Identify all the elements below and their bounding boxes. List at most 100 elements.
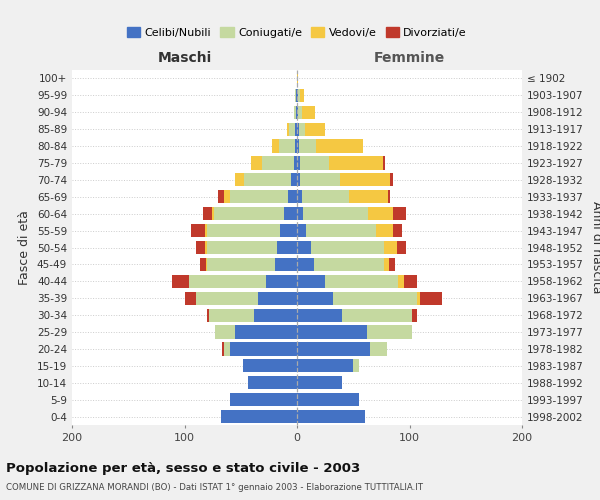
Bar bbox=[206, 258, 207, 271]
Bar bbox=[218, 190, 224, 203]
Bar bbox=[305, 122, 325, 136]
Bar bbox=[297, 258, 314, 271]
Bar bbox=[297, 224, 306, 237]
Bar bbox=[392, 207, 406, 220]
Bar bbox=[275, 258, 297, 271]
Bar bbox=[301, 89, 304, 102]
Bar bbox=[203, 207, 212, 220]
Bar bbox=[185, 292, 196, 305]
Bar bbox=[383, 156, 385, 170]
Bar bbox=[325, 274, 398, 288]
Bar bbox=[265, 274, 297, 288]
Bar bbox=[297, 140, 299, 152]
Bar bbox=[398, 274, 404, 288]
Bar bbox=[288, 190, 297, 203]
Bar bbox=[302, 190, 349, 203]
Bar bbox=[262, 156, 293, 170]
Bar bbox=[207, 241, 277, 254]
Text: Maschi: Maschi bbox=[157, 51, 212, 65]
Bar bbox=[209, 308, 254, 322]
Bar bbox=[419, 292, 442, 305]
Bar bbox=[287, 122, 289, 136]
Bar bbox=[289, 122, 295, 136]
Bar bbox=[295, 89, 296, 102]
Bar bbox=[306, 224, 376, 237]
Bar bbox=[296, 106, 297, 119]
Bar bbox=[251, 156, 262, 170]
Bar bbox=[353, 359, 359, 372]
Bar bbox=[311, 241, 383, 254]
Bar bbox=[383, 258, 389, 271]
Y-axis label: Fasce di età: Fasce di età bbox=[19, 210, 31, 285]
Bar bbox=[212, 207, 214, 220]
Bar bbox=[229, 342, 297, 355]
Bar bbox=[296, 89, 297, 102]
Bar bbox=[205, 241, 207, 254]
Bar bbox=[297, 207, 302, 220]
Bar bbox=[302, 106, 315, 119]
Bar bbox=[383, 241, 397, 254]
Bar bbox=[367, 326, 412, 338]
Bar bbox=[297, 72, 298, 85]
Bar bbox=[297, 122, 299, 136]
Bar bbox=[221, 342, 224, 355]
Bar bbox=[272, 140, 279, 152]
Bar bbox=[235, 326, 297, 338]
Bar bbox=[295, 122, 297, 136]
Bar bbox=[301, 156, 329, 170]
Bar bbox=[368, 207, 392, 220]
Bar bbox=[284, 207, 297, 220]
Bar bbox=[397, 241, 406, 254]
Bar bbox=[297, 410, 365, 423]
Bar bbox=[297, 292, 333, 305]
Bar bbox=[333, 292, 418, 305]
Bar bbox=[297, 393, 359, 406]
Bar bbox=[295, 140, 297, 152]
Bar bbox=[207, 308, 209, 322]
Bar bbox=[277, 241, 297, 254]
Bar bbox=[412, 308, 418, 322]
Bar bbox=[299, 122, 305, 136]
Bar bbox=[376, 224, 392, 237]
Bar bbox=[297, 326, 367, 338]
Text: Femmine: Femmine bbox=[374, 51, 445, 65]
Bar bbox=[297, 190, 302, 203]
Text: Popolazione per età, sesso e stato civile - 2003: Popolazione per età, sesso e stato civil… bbox=[6, 462, 360, 475]
Bar bbox=[314, 258, 383, 271]
Bar bbox=[302, 207, 368, 220]
Bar bbox=[229, 190, 288, 203]
Bar bbox=[297, 274, 325, 288]
Bar bbox=[340, 174, 391, 186]
Bar bbox=[342, 308, 412, 322]
Bar bbox=[293, 106, 296, 119]
Bar bbox=[254, 308, 297, 322]
Bar bbox=[391, 174, 392, 186]
Bar bbox=[316, 140, 364, 152]
Bar bbox=[389, 258, 395, 271]
Bar bbox=[292, 174, 297, 186]
Bar bbox=[297, 359, 353, 372]
Bar bbox=[207, 224, 280, 237]
Bar bbox=[297, 241, 311, 254]
Bar bbox=[243, 359, 297, 372]
Bar bbox=[215, 326, 235, 338]
Text: COMUNE DI GRIZZANA MORANDI (BO) - Dati ISTAT 1° gennaio 2003 - Elaborazione TUTT: COMUNE DI GRIZZANA MORANDI (BO) - Dati I… bbox=[6, 484, 423, 492]
Bar bbox=[257, 292, 297, 305]
Bar bbox=[205, 224, 207, 237]
Bar bbox=[229, 393, 297, 406]
Bar bbox=[298, 106, 302, 119]
Y-axis label: Anni di nascita: Anni di nascita bbox=[590, 201, 600, 294]
Bar bbox=[224, 342, 229, 355]
Bar bbox=[301, 174, 340, 186]
Bar bbox=[297, 308, 342, 322]
Bar bbox=[280, 224, 297, 237]
Bar bbox=[279, 140, 295, 152]
Bar bbox=[418, 292, 419, 305]
Bar bbox=[196, 241, 205, 254]
Bar bbox=[191, 224, 205, 237]
Bar bbox=[329, 156, 383, 170]
Bar bbox=[214, 207, 284, 220]
Bar bbox=[200, 258, 206, 271]
Bar bbox=[297, 106, 298, 119]
Bar bbox=[349, 190, 388, 203]
